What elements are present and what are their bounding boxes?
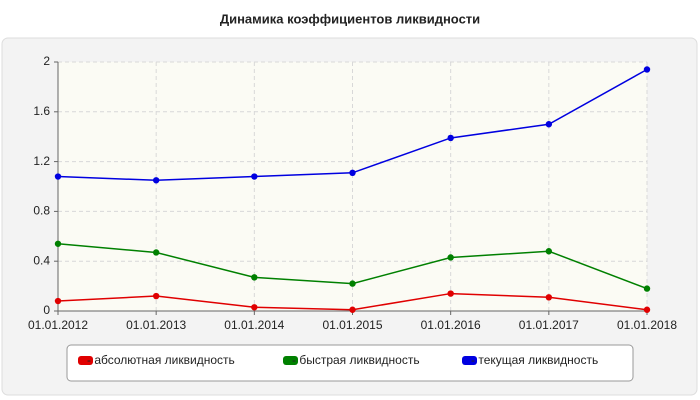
data-point [545,248,553,255]
legend-swatch [283,356,298,365]
x-tick-label: 01.01.2015 [322,318,382,332]
legend-label: - абсолютная ликвидность [87,353,235,367]
legend-swatch [462,356,477,365]
data-point [545,121,553,128]
chart-title: Динамика коэффициентов ликвидности [220,11,480,26]
data-point [152,177,160,184]
legend-label: - быстрая ликвидность [292,353,420,367]
x-tick-label: 01.01.2018 [617,318,677,332]
data-point [251,274,258,281]
x-tick-label: 01.01.2013 [126,318,186,332]
y-tick-label: 0.4 [33,253,50,267]
data-point [349,169,356,177]
y-tick-label: 1.6 [33,104,50,118]
data-point [54,240,62,247]
data-point [643,66,651,73]
y-tick-label: 0.8 [33,204,50,218]
y-tick-label: 2 [43,54,50,68]
data-point [152,249,160,256]
x-tick-label: 01.01.2016 [421,318,481,332]
y-tick-label: 0 [43,303,50,317]
data-point [545,294,553,301]
data-point [643,285,651,292]
data-point [251,304,258,311]
legend-label: - текущая ликвидность [471,353,598,367]
data-point [54,173,62,180]
data-point [447,254,454,261]
data-point [251,173,258,180]
data-point [447,290,454,297]
data-point [447,134,454,142]
y-tick-label: 1.2 [33,154,50,168]
x-tick-label: 01.01.2017 [519,318,579,332]
data-point [349,306,356,313]
data-point [349,280,356,287]
x-tick-label: 01.01.2014 [224,318,284,332]
legend [66,344,634,382]
x-tick-label: 01.01.2012 [28,318,88,332]
data-point [152,292,160,300]
data-point [643,306,651,313]
legend-swatch [78,356,93,365]
data-point [54,297,62,305]
plot-area [58,62,647,311]
